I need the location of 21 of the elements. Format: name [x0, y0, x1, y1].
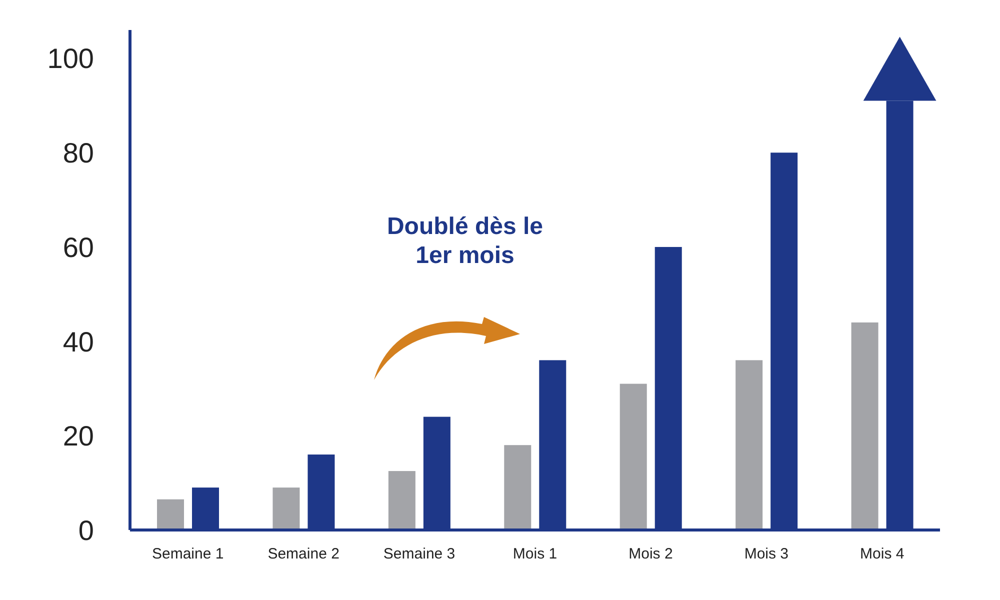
bar [157, 499, 184, 530]
bar [504, 445, 532, 530]
x-tick-label: Mois 3 [744, 546, 789, 563]
x-tick-label: Semaine 3 [383, 546, 456, 563]
y-tick-label: 0 [78, 514, 94, 546]
bar [736, 360, 763, 530]
x-tick-label: Semaine 2 [268, 546, 340, 563]
y-tick-label: 40 [62, 326, 94, 358]
y-tick-label: 80 [62, 138, 94, 169]
annotation: Doublé dès le 1er mois [386, 212, 544, 270]
x-tick-label: Mois 4 [860, 546, 904, 563]
x-tick-label: Mois 1 [512, 546, 558, 563]
bar [620, 384, 647, 530]
bar [272, 488, 300, 530]
x-tick-label: Semaine 1 [152, 546, 224, 563]
y-tick-label: 20 [62, 420, 94, 452]
y-tick-label: 100 [47, 43, 94, 74]
bar [851, 322, 878, 530]
bar [388, 471, 416, 530]
x-tick-label: Mois 2 [628, 546, 673, 563]
y-tick-label: 60 [62, 232, 94, 263]
